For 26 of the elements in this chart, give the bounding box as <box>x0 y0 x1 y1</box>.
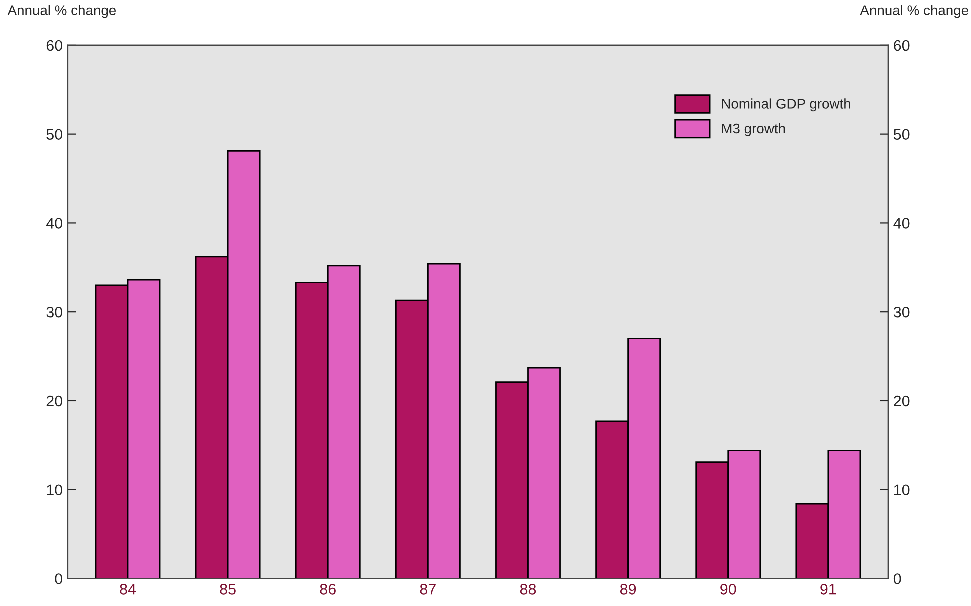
y2-tick-label: 30 <box>894 306 910 318</box>
x-tick-label: 87 <box>420 584 436 595</box>
y-tick-label: 40 <box>46 218 63 229</box>
y2-tick-label: 20 <box>894 396 910 407</box>
y-tick-label: 60 <box>46 40 63 52</box>
y2-tick-label: 40 <box>894 218 910 229</box>
legend-label: Nominal GDP growth <box>722 98 850 112</box>
y2-tick-label: 60 <box>894 40 910 52</box>
x-tick-label: 89 <box>620 584 636 595</box>
x-tick-label: 86 <box>320 584 336 595</box>
x-tick-label: 90 <box>720 584 736 595</box>
y2-axis-title: Annual % change <box>860 5 968 18</box>
y-tick-label: 10 <box>47 484 63 496</box>
y2-tick-label: 0 <box>894 574 902 584</box>
legend-label: M3 growth <box>722 123 786 136</box>
y2-tick-label: 50 <box>894 129 910 140</box>
x-tick-label: 84 <box>120 584 136 595</box>
y-tick-label: 30 <box>46 306 63 318</box>
x-tick-label: 85 <box>220 584 236 595</box>
x-tick-label: 88 <box>520 584 536 595</box>
x-tick-label: 91 <box>820 584 836 595</box>
y-tick-label: 50 <box>46 129 63 140</box>
y-tick-label: 0 <box>55 574 63 584</box>
y-axis-title: Annual % change <box>8 5 116 18</box>
y2-tick-label: 10 <box>894 484 910 496</box>
y-tick-label: 20 <box>46 396 63 407</box>
